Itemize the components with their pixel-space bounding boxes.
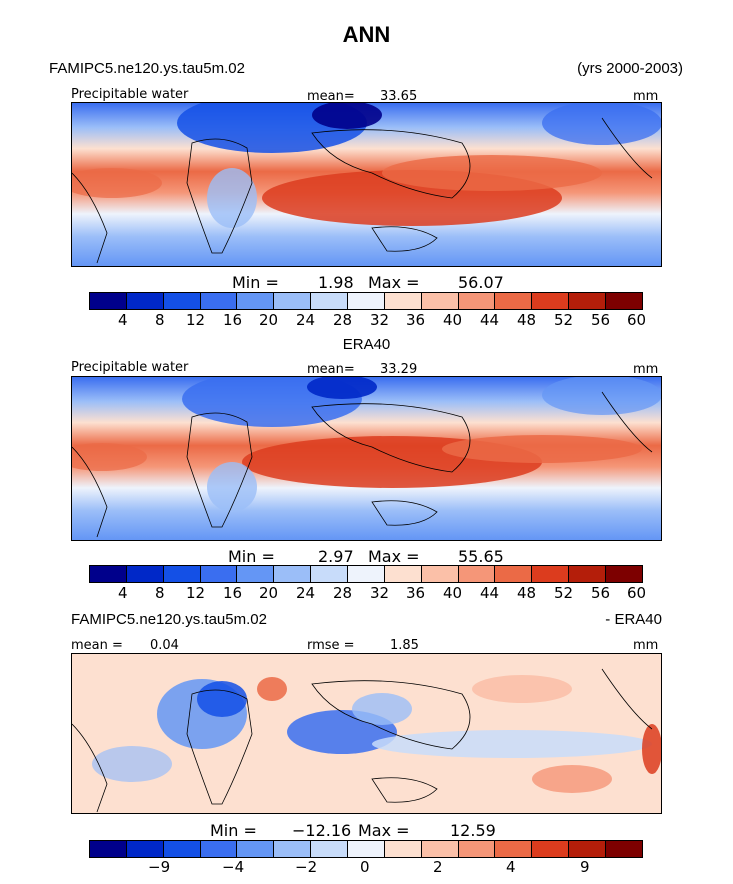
panel2-field [72,377,661,540]
panel3-rmse-value: 1.85 [390,638,419,653]
panel2-tick: 40 [443,584,463,602]
panel2-tick: 36 [406,584,426,602]
panel1-field [72,103,661,266]
panel3-tick: −2 [295,858,318,876]
panel3-tick: 0 [360,858,370,876]
panel2-tick: 16 [223,584,243,602]
panel3-mean-label: mean = [71,638,123,653]
panel1-tick: 60 [627,311,647,329]
panel1-map [71,102,662,267]
panel1-tick: 32 [370,311,390,329]
panel1-tick: 20 [259,311,279,329]
panel3-min-value: −12.16 [292,821,352,840]
panel2-variable-label: Precipitable water [71,360,189,375]
panel2-tick: 12 [186,584,206,602]
panel2-tick: 32 [370,584,390,602]
panel1-tick: 36 [406,311,426,329]
panel1-tick: 48 [517,311,537,329]
panel1-tick: 12 [186,311,206,329]
panel3-tick: −9 [148,858,171,876]
panel3-colorbar [89,840,643,858]
panel2-tick: 28 [333,584,353,602]
panel3-field [72,654,661,813]
panel1-mean-value: 33.65 [380,89,418,104]
panel1-tick: 24 [296,311,316,329]
panel2-tick: 48 [517,584,537,602]
panel3-max-value: 12.59 [450,821,496,840]
panel2-max-value: 55.65 [458,547,504,566]
panel1-tick: 28 [333,311,353,329]
panel2-units: mm [633,362,659,377]
panel3-tick: 4 [506,858,516,876]
panel1-tick: 4 [118,311,128,329]
panel3-mean-value: 0.04 [150,638,179,653]
panel2-tick: 56 [591,584,611,602]
panel3-title-left: FAMIPC5.ne120.ys.tau5m.02 [71,611,267,628]
panel2-tick: 24 [296,584,316,602]
panel1-tick: 56 [591,311,611,329]
panel2-colorbar [89,565,643,583]
panel2-tick: 20 [259,584,279,602]
case-name: FAMIPC5.ne120.ys.tau5m.02 [49,60,245,77]
panel2-min-value: 2.97 [318,547,354,566]
panel3-max-label: Max = [358,821,410,840]
panel2-min-label: Min = [228,547,275,566]
panel3-tick: −4 [222,858,245,876]
years-range: (yrs 2000-2003) [577,60,683,77]
panel2-title: ERA40 [342,336,391,353]
panel1-colorbar [89,292,643,310]
panel1-tick: 8 [155,311,165,329]
panel1-tick: 40 [443,311,463,329]
panel1-tick: 44 [480,311,500,329]
figure-title: ANN [342,22,391,47]
panel3-tick: 2 [433,858,443,876]
panel1-min-label: Min = [232,273,279,292]
panel2-tick: 4 [118,584,128,602]
panel2-max-label: Max = [368,547,420,566]
panel2-mean-label: mean= [307,362,355,377]
panel2-tick: 60 [627,584,647,602]
panel1-max-value: 56.07 [458,273,504,292]
panel1-min-value: 1.98 [318,273,354,292]
panel3-min-label: Min = [210,821,257,840]
panel2-mean-value: 33.29 [380,362,418,377]
panel1-mean-label: mean= [307,89,355,104]
panel1-units: mm [633,89,659,104]
panel2-map [71,376,662,541]
panel2-tick: 52 [554,584,574,602]
panel1-max-label: Max = [368,273,420,292]
panel1-variable-label: Precipitable water [71,87,189,102]
panel3-title-right: - ERA40 [605,611,662,628]
panel3-tick: 9 [580,858,590,876]
panel3-rmse-label: rmse = [307,638,355,653]
panel2-tick: 44 [480,584,500,602]
panel3-units: mm [633,638,659,653]
panel3-map [71,653,662,814]
panel2-tick: 8 [155,584,165,602]
panel1-tick: 52 [554,311,574,329]
panel1-tick: 16 [223,311,243,329]
